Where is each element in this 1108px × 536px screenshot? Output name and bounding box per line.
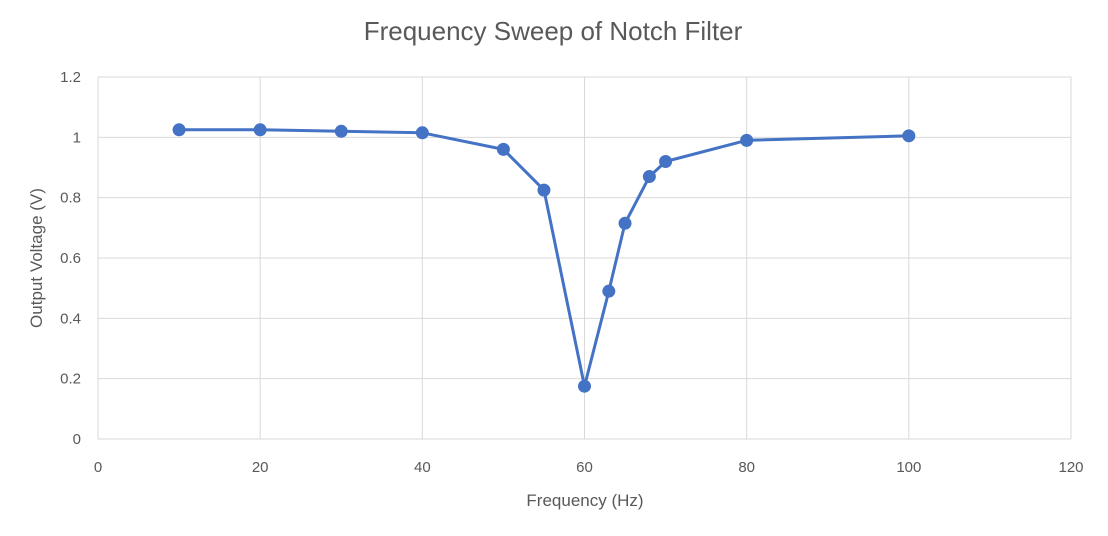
x-tick-label: 0 xyxy=(94,459,102,476)
x-tick-label: 60 xyxy=(576,459,593,476)
data-point xyxy=(253,123,267,137)
x-axis-label: Frequency (Hz) xyxy=(526,491,643,510)
y-tick-label: 1 xyxy=(73,129,81,146)
y-axis-ticks: 0 0.2 0.4 0.6 0.8 1 1.2 xyxy=(60,69,81,448)
series-output-voltage xyxy=(172,123,916,393)
y-tick-label: 0.8 xyxy=(60,190,81,207)
data-point xyxy=(415,126,429,140)
y-tick-label: 1.2 xyxy=(60,69,81,86)
x-tick-label: 100 xyxy=(896,459,921,476)
data-point xyxy=(602,284,616,298)
y-tick-label: 0 xyxy=(73,431,81,448)
y-tick-label: 0.6 xyxy=(60,250,81,267)
data-point xyxy=(334,124,348,138)
x-tick-label: 40 xyxy=(414,459,431,476)
x-tick-label: 80 xyxy=(738,459,755,476)
x-tick-label: 20 xyxy=(252,459,269,476)
data-point xyxy=(642,170,656,184)
x-tick-label: 120 xyxy=(1058,459,1083,476)
data-point xyxy=(496,142,510,156)
data-point xyxy=(659,154,673,168)
data-point xyxy=(902,129,916,143)
y-axis-label: Output Voltage (V) xyxy=(27,188,46,328)
data-point xyxy=(740,133,754,147)
x-axis-ticks: 0 20 40 60 80 100 120 xyxy=(94,459,1084,476)
data-point xyxy=(578,379,591,393)
data-point xyxy=(537,183,551,197)
data-point xyxy=(172,123,186,137)
y-tick-label: 0.2 xyxy=(60,371,81,388)
chart-title: Frequency Sweep of Notch Filter xyxy=(364,16,743,46)
data-point xyxy=(618,216,632,230)
y-tick-label: 0.4 xyxy=(60,310,81,327)
